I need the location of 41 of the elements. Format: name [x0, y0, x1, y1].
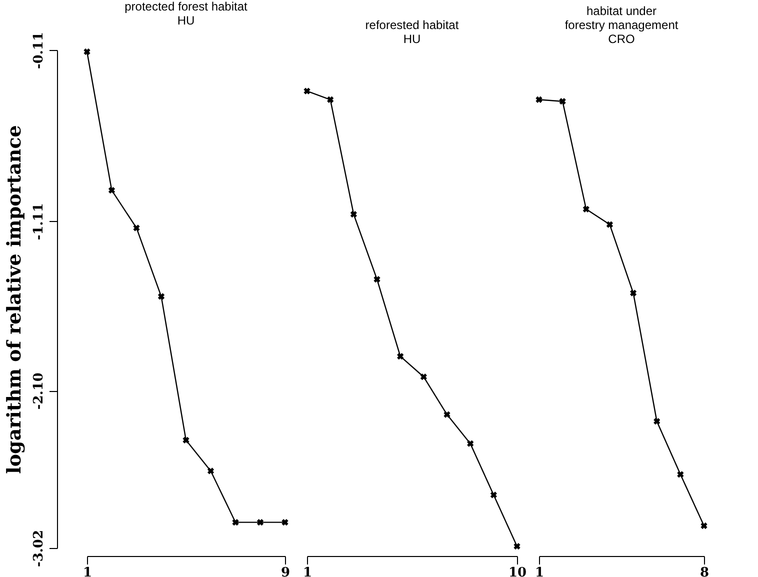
point: [374, 276, 380, 283]
point: [559, 98, 566, 105]
point: [514, 542, 520, 550]
point: [536, 96, 542, 103]
point: [444, 411, 450, 418]
point: [282, 519, 288, 526]
chart-title: reforested habitat HU: [365, 18, 460, 46]
y-tick-label: -3.02: [32, 530, 46, 568]
point: [182, 436, 190, 444]
y-tick-label: -1.11: [32, 203, 46, 240]
point: [304, 88, 310, 94]
point: [397, 353, 404, 360]
y-axis-title: logarithm of relative importance: [4, 125, 26, 474]
point: [490, 492, 497, 498]
y-tick-label: -2.10: [32, 372, 46, 410]
chart-title: habitat under forestry management CRO: [564, 4, 679, 46]
x-tick-label: 9: [280, 566, 290, 577]
chart-title: protected forest habitat HU: [124, 0, 248, 28]
point: [350, 210, 357, 218]
point: [133, 224, 140, 232]
y-tick-label: -0.11: [32, 32, 46, 70]
point: [654, 418, 660, 425]
x-tick-label: 1: [534, 566, 544, 577]
point: [327, 96, 334, 103]
point: [84, 48, 90, 56]
point: [630, 290, 637, 296]
point: [256, 519, 264, 526]
point: [700, 522, 708, 530]
x-tick-label: 8: [700, 566, 710, 577]
point: [677, 471, 684, 478]
point: [467, 440, 474, 447]
x-tick-label: 1: [82, 566, 92, 577]
point: [108, 187, 116, 194]
point: [232, 519, 239, 526]
x-tick-label: 1: [302, 566, 312, 577]
point: [582, 206, 590, 212]
point: [158, 293, 165, 300]
point: [420, 374, 427, 380]
point: [606, 221, 614, 228]
x-tick-label: 10: [508, 566, 527, 577]
point: [207, 468, 214, 474]
